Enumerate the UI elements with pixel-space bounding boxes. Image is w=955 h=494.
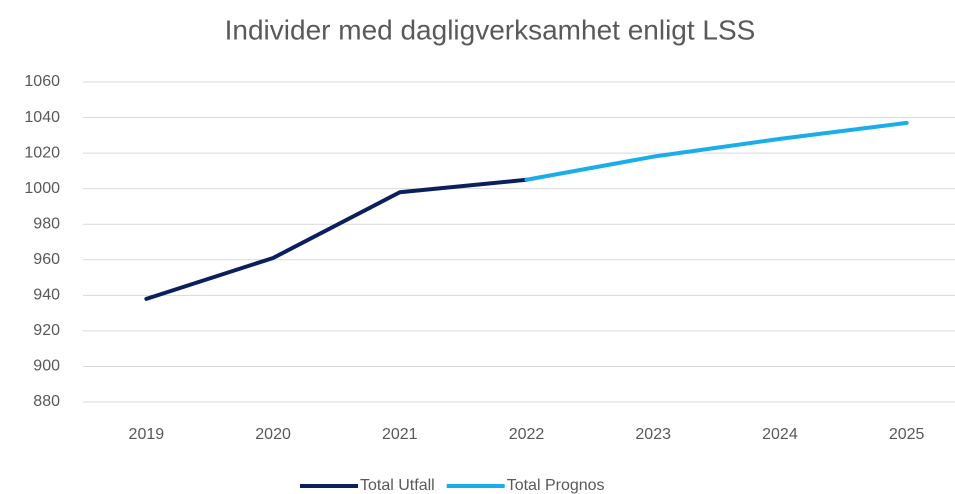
x-tick-label: 2021 <box>382 426 418 443</box>
y-tick-label: 1060 <box>24 73 60 90</box>
x-tick-label: 2023 <box>635 426 671 443</box>
y-tick-label: 880 <box>33 393 60 410</box>
series-line <box>144 177 529 301</box>
y-tick-label: 1040 <box>24 109 60 126</box>
x-tick-label: 2024 <box>762 426 798 443</box>
y-tick-label: 980 <box>33 215 60 232</box>
legend-label: Total Prognos <box>507 477 605 494</box>
chart-title: Individer med dagligverksamhet enligt LS… <box>225 14 756 45</box>
x-tick-label: 2019 <box>129 426 165 443</box>
y-tick-label: 920 <box>33 322 60 339</box>
x-tick-label: 2025 <box>889 426 925 443</box>
y-tick-label: 900 <box>33 358 60 375</box>
x-tick-label: 2020 <box>255 426 291 443</box>
x-tick-label: 2022 <box>509 426 545 443</box>
y-tick-label: 1020 <box>24 144 60 161</box>
y-tick-label: 1000 <box>24 180 60 197</box>
y-tick-label: 940 <box>33 287 60 304</box>
legend-label: Total Utfall <box>360 477 435 494</box>
series-line <box>524 120 909 182</box>
y-tick-label: 960 <box>33 251 60 268</box>
